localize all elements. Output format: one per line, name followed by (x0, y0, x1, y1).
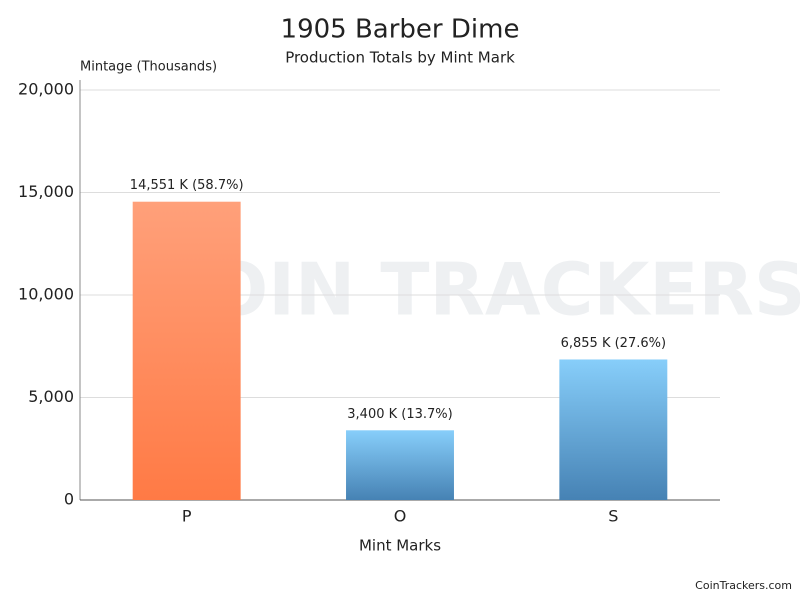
data-label: 14,551 K (58.7%) (130, 178, 244, 193)
bar (559, 359, 668, 500)
x-axis-label: Mint Marks (359, 537, 441, 555)
chart-title: 1905 Barber Dime (281, 15, 520, 45)
watermark: COIN TRACKERS (154, 248, 800, 332)
bar (132, 201, 241, 500)
y-tick-label: 0 (64, 490, 74, 509)
y-tick-label: 5,000 (28, 387, 74, 406)
bar (346, 430, 454, 500)
y-tick-label: 15,000 (18, 182, 74, 201)
y-tick-label: 10,000 (18, 285, 74, 304)
data-label: 3,400 K (13.7%) (347, 407, 452, 422)
y-tick-label: 20,000 (18, 80, 74, 99)
y-axis-label: Mintage (Thousands) (80, 60, 217, 75)
x-tick-label: S (608, 507, 618, 526)
credit: CoinTrackers.com (695, 579, 792, 592)
x-tick-label: O (394, 507, 407, 526)
x-tick-label: P (182, 507, 192, 526)
chart-subtitle: Production Totals by Mint Mark (285, 49, 515, 67)
data-label: 6,855 K (27.6%) (561, 336, 666, 351)
